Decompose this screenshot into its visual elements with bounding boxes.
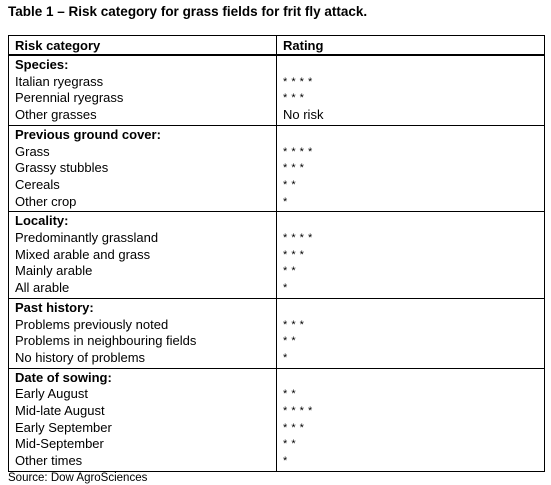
table-row: Other times *: [8, 453, 545, 472]
table-row: Italian ryegrass * * * *: [8, 73, 545, 91]
row-rating: * *: [276, 333, 545, 350]
group-title-row: Date of sowing:: [8, 368, 545, 387]
table-row: Mixed arable and grass * * *: [8, 246, 545, 264]
row-rating: * *: [276, 176, 545, 194]
row-label: Mixed arable and grass: [8, 246, 277, 264]
table-row: Grass * * * *: [8, 143, 545, 161]
table-row: Problems previously noted * * *: [8, 316, 545, 334]
table-caption: Table 1 – Risk category for grass fields…: [8, 4, 368, 19]
group-title-rating-cell: [276, 211, 545, 231]
row-rating: No risk: [276, 107, 545, 126]
row-rating: * *: [276, 436, 545, 454]
row-rating: *: [276, 280, 545, 299]
row-label: Grassy stubbles: [8, 160, 277, 177]
group-title-rating-cell: [276, 125, 545, 144]
row-label: Italian ryegrass: [8, 73, 277, 91]
row-rating: * * *: [276, 246, 545, 264]
row-rating: * * *: [276, 160, 545, 177]
table-row: All arable *: [8, 280, 545, 299]
table-row: Problems in neighbouring fields * *: [8, 333, 545, 350]
row-label: Problems previously noted: [8, 316, 277, 334]
row-label: Early September: [8, 419, 277, 437]
group-title-row: Species:: [8, 55, 545, 74]
table-row: Mid-September * *: [8, 436, 545, 454]
risk-table-body: Species: Italian ryegrass * * * * Perennial…: [8, 55, 545, 472]
row-rating: * * *: [276, 90, 545, 108]
row-rating: * *: [276, 263, 545, 281]
row-label: Other times: [8, 453, 277, 472]
table-row: Predominantly grassland * * * *: [8, 230, 545, 247]
table-row: Cereals * *: [8, 176, 545, 194]
group-title-rating-cell: [276, 55, 545, 74]
table-header-row: Risk category Rating: [8, 35, 545, 56]
group-title: Locality:: [8, 211, 277, 231]
row-label: Problems in neighbouring fields: [8, 333, 277, 350]
row-label: Other crop: [8, 193, 277, 213]
table-row: Mid-late August * * * *: [8, 403, 545, 420]
table-row: Other grasses No risk: [8, 107, 545, 126]
row-rating: * *: [276, 386, 545, 404]
row-rating: * * * *: [276, 230, 545, 247]
group-title-rating-cell: [276, 298, 545, 317]
row-rating: *: [276, 193, 545, 213]
row-rating: * * *: [276, 419, 545, 437]
group-title: Date of sowing:: [8, 368, 277, 387]
row-rating: * * * *: [276, 143, 545, 161]
table-row: Grassy stubbles * * *: [8, 160, 545, 177]
row-label: Mainly arable: [8, 263, 277, 281]
table-row: Mainly arable * *: [8, 263, 545, 281]
row-label: Early August: [8, 386, 277, 404]
row-label: Predominantly grassland: [8, 230, 277, 247]
row-label: Perennial ryegrass: [8, 90, 277, 108]
row-label: Grass: [8, 143, 277, 161]
row-label: All arable: [8, 280, 277, 299]
group-title-rating-cell: [276, 368, 545, 387]
row-label: Mid-September: [8, 436, 277, 454]
row-rating: * * *: [276, 316, 545, 334]
row-rating: * * * *: [276, 73, 545, 91]
row-rating: * * * *: [276, 403, 545, 420]
row-rating: *: [276, 349, 545, 369]
table-row: Early September * * *: [8, 419, 545, 437]
header-rating: Rating: [276, 35, 545, 56]
source-note: Source: Dow AgroSciences: [8, 472, 148, 484]
row-label: Cereals: [8, 176, 277, 194]
group-title: Previous ground cover:: [8, 125, 277, 144]
row-label: Mid-late August: [8, 403, 277, 420]
row-rating: *: [276, 453, 545, 472]
group-title: Past history:: [8, 298, 277, 317]
row-label: Other grasses: [8, 107, 277, 126]
group-title: Species:: [8, 55, 277, 74]
header-risk-category: Risk category: [8, 35, 277, 56]
table-row: Other crop *: [8, 193, 545, 213]
group-title-row: Past history:: [8, 298, 545, 317]
table-row: Perennial ryegrass * * *: [8, 90, 545, 108]
table-row: No history of problems *: [8, 349, 545, 369]
group-title-row: Previous ground cover:: [8, 125, 545, 144]
table-row: Early August * *: [8, 386, 545, 404]
group-title-row: Locality:: [8, 211, 545, 231]
risk-table: Risk category Rating Species: Italian rye…: [8, 35, 545, 472]
row-label: No history of problems: [8, 349, 277, 369]
